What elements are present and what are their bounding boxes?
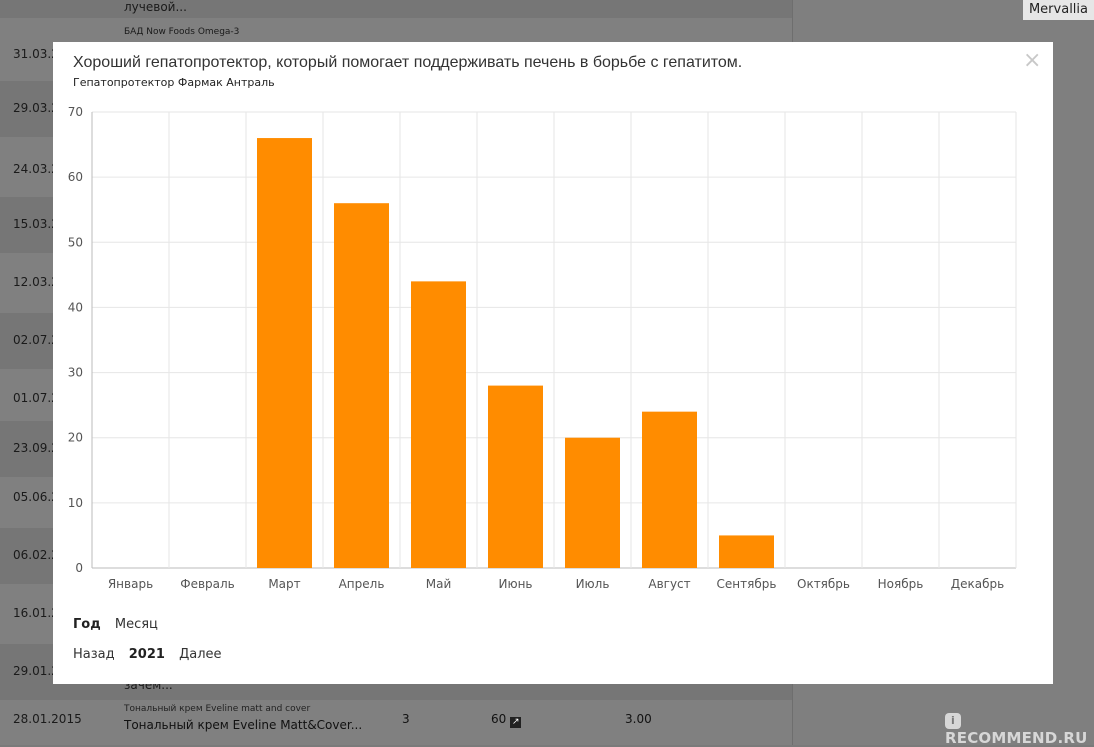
period-month-tab[interactable]: Месяц <box>114 617 158 632</box>
row-date: 29.01.2 <box>13 664 59 678</box>
row-date: 15.03.2 <box>13 217 59 231</box>
bar-7 <box>565 437 620 568</box>
y-tick-label: 30 <box>68 366 83 380</box>
nav-back-link[interactable]: Назад <box>73 647 115 662</box>
bar-9 <box>719 535 774 568</box>
row-date: 06.02.2 <box>13 548 59 562</box>
period-year-tab[interactable]: Год <box>73 617 101 632</box>
row-date: 29.03.2 <box>13 101 59 115</box>
x-tick-label: Январь <box>108 577 153 591</box>
row-score: 3.00 <box>625 712 652 726</box>
period-switch: Год Месяц <box>73 617 168 632</box>
background-text: лучевой... <box>124 0 187 14</box>
bar-3 <box>257 138 312 569</box>
row-date: 05.06.2 <box>13 490 59 504</box>
y-tick-label: 20 <box>68 431 83 445</box>
y-tick-label: 0 <box>75 561 83 575</box>
bar-8 <box>642 411 697 568</box>
row-date: 12.03.2 <box>13 275 59 289</box>
row-rating: 3 <box>402 712 410 726</box>
row-date: 23.09.2 <box>13 441 59 455</box>
background-text: БАД Now Foods Omega-3 <box>124 27 240 37</box>
row-date: 28.01.2015 <box>13 712 82 726</box>
recommend-logo-icon: i <box>945 713 961 729</box>
modal-title: Хороший гепатопротектор, который помогае… <box>73 54 743 71</box>
watermark: iRECOMMEND.RU <box>945 708 1094 747</box>
y-tick-label: 60 <box>68 170 83 184</box>
x-tick-label: Апрель <box>339 577 385 591</box>
background-row-bottom: 28.01.2015 Тональный крем Eveline matt a… <box>0 700 792 745</box>
row-date: 02.07.2 <box>13 333 59 347</box>
x-tick-label: Ноябрь <box>878 577 924 591</box>
y-tick-label: 40 <box>68 300 83 314</box>
row-title-link[interactable]: Тональный крем Eveline Matt&Cover... <box>124 718 363 732</box>
row-date: 16.01.2 <box>13 606 59 620</box>
user-name[interactable]: Mervallia <box>1022 0 1094 20</box>
row-subtitle: Тональный крем Eveline matt and cover <box>124 704 311 714</box>
bar-chart: 0 10 20 30 40 50 60 70 Январь Февраль Март Апрель Ма… <box>68 105 1017 591</box>
background-row <box>0 0 792 18</box>
x-tick-label: Март <box>268 577 300 591</box>
x-tick-label: Октябрь <box>797 577 850 591</box>
watermark-text: RECOMMEND.RU <box>945 729 1088 747</box>
x-tick-label: Декабрь <box>951 577 1004 591</box>
modal-subtitle: Гепатопротектор Фармак Антраль <box>73 76 275 89</box>
close-icon[interactable]: × <box>1023 48 1042 73</box>
row-date: 01.07.2 <box>13 391 59 405</box>
chart-modal: × Хороший гепатопротектор, который помог… <box>53 42 1053 684</box>
nav-next-link[interactable]: Далее <box>179 647 222 662</box>
y-tick-label: 70 <box>68 105 83 119</box>
bar-4 <box>334 203 389 568</box>
x-tick-label: Июнь <box>499 577 533 591</box>
year-navigation: Назад 2021 Далее <box>73 647 232 662</box>
current-year: 2021 <box>128 647 165 662</box>
row-views-value: 60 <box>491 712 507 726</box>
row-date: 31.03.2 <box>13 47 59 61</box>
x-tick-label: Февраль <box>180 577 235 591</box>
external-link-icon[interactable]: ↗ <box>510 717 522 728</box>
x-tick-label: Май <box>426 577 452 591</box>
x-tick-label: Сентябрь <box>717 577 777 591</box>
row-views: 60 ↗ <box>491 712 522 728</box>
y-tick-label: 10 <box>68 496 83 510</box>
row-date: 24.03.2 <box>13 162 59 176</box>
x-tick-label: Июль <box>576 577 610 591</box>
x-tick-label: Август <box>648 577 690 591</box>
bar-5 <box>411 281 466 568</box>
y-tick-label: 50 <box>68 235 83 249</box>
bar-6 <box>488 385 543 568</box>
